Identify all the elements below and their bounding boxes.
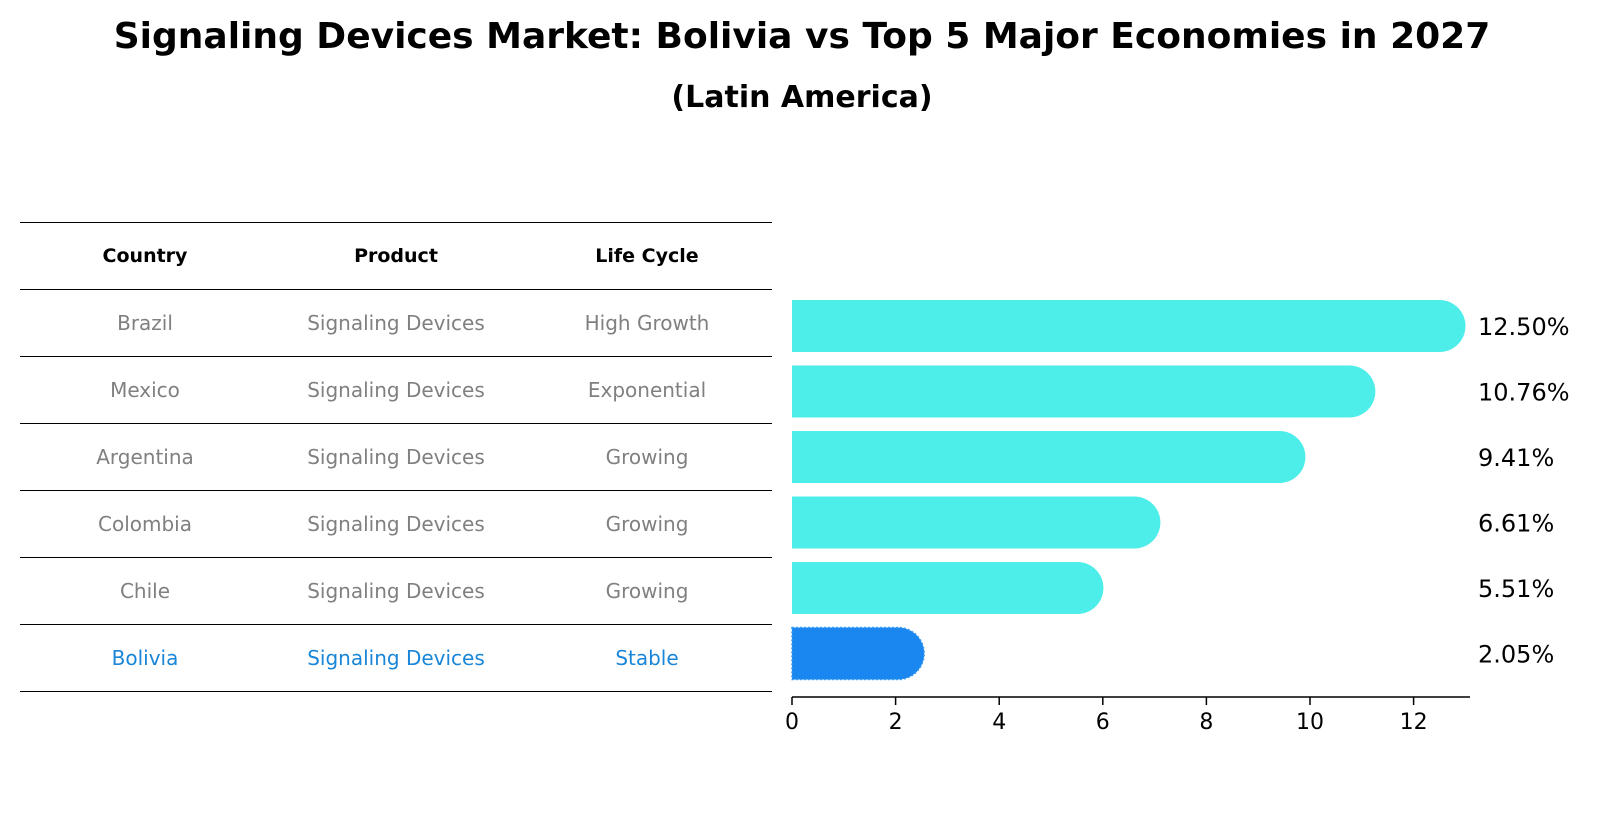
x-tick-label: 6 [1096, 710, 1110, 735]
chart-subtitle: (Latin America) [671, 80, 933, 115]
life-cycle-cell: High Growth [584, 311, 710, 335]
x-tick-label: 0 [785, 710, 799, 735]
bar-mexico [792, 365, 1376, 418]
product-cell: Signaling Devices [307, 646, 485, 670]
data-table: Country Product Life Cycle Brazil Signal… [20, 222, 772, 692]
x-tick-label: 4 [992, 710, 1006, 735]
life-cycle-cell: Growing [605, 579, 689, 603]
data-label: 10.76% [1478, 379, 1570, 407]
chart-title: Signaling Devices Market: Bolivia vs Top… [113, 16, 1491, 57]
table-row: Brazil Signaling Devices High Growth [20, 290, 772, 357]
data-label: 2.05% [1478, 641, 1554, 669]
header-country: Country [102, 245, 188, 267]
life-cycle-cell: Growing [605, 445, 689, 469]
life-cycle-cell: Exponential [587, 378, 707, 402]
country-cell: Chile [119, 579, 171, 603]
table-row: Argentina Signaling Devices Growing [20, 424, 772, 491]
bar-brazil [792, 300, 1466, 352]
country-cell: Argentina [96, 445, 194, 469]
x-tick-label: 12 [1400, 710, 1428, 735]
table-row: Mexico Signaling Devices Exponential [20, 357, 772, 424]
bar-chile [792, 562, 1104, 614]
country-cell: Colombia [98, 512, 192, 536]
bar-colombia [792, 496, 1161, 549]
product-cell: Signaling Devices [307, 445, 485, 469]
life-cycle-cell: Growing [605, 512, 689, 536]
table-row-highlighted: Bolivia Signaling Devices Stable [20, 625, 772, 692]
bar-bolivia [791, 626, 925, 681]
table-row: Chile Signaling Devices Growing [20, 558, 772, 625]
country-cell: Mexico [110, 378, 180, 402]
product-cell: Signaling Devices [307, 311, 485, 335]
header-product: Product [354, 245, 438, 267]
data-label: 9.41% [1478, 444, 1554, 472]
table-row: Colombia Signaling Devices Growing [20, 491, 772, 558]
data-label: 5.51% [1478, 575, 1554, 603]
product-cell: Signaling Devices [307, 512, 485, 536]
country-cell: Brazil [117, 311, 173, 335]
data-label: 12.50% [1478, 313, 1570, 341]
bar-argentina [792, 431, 1306, 483]
x-tick-label: 2 [889, 710, 903, 735]
x-tick-label: 10 [1296, 710, 1324, 735]
product-cell: Signaling Devices [307, 579, 485, 603]
header-life-cycle: Life Cycle [595, 245, 699, 267]
life-cycle-cell: Stable [615, 646, 679, 670]
product-cell: Signaling Devices [307, 378, 485, 402]
table-header-row: Country Product Life Cycle [20, 222, 772, 290]
country-cell: Bolivia [111, 646, 179, 670]
data-label: 6.61% [1478, 510, 1554, 538]
x-tick-label: 8 [1199, 710, 1213, 735]
